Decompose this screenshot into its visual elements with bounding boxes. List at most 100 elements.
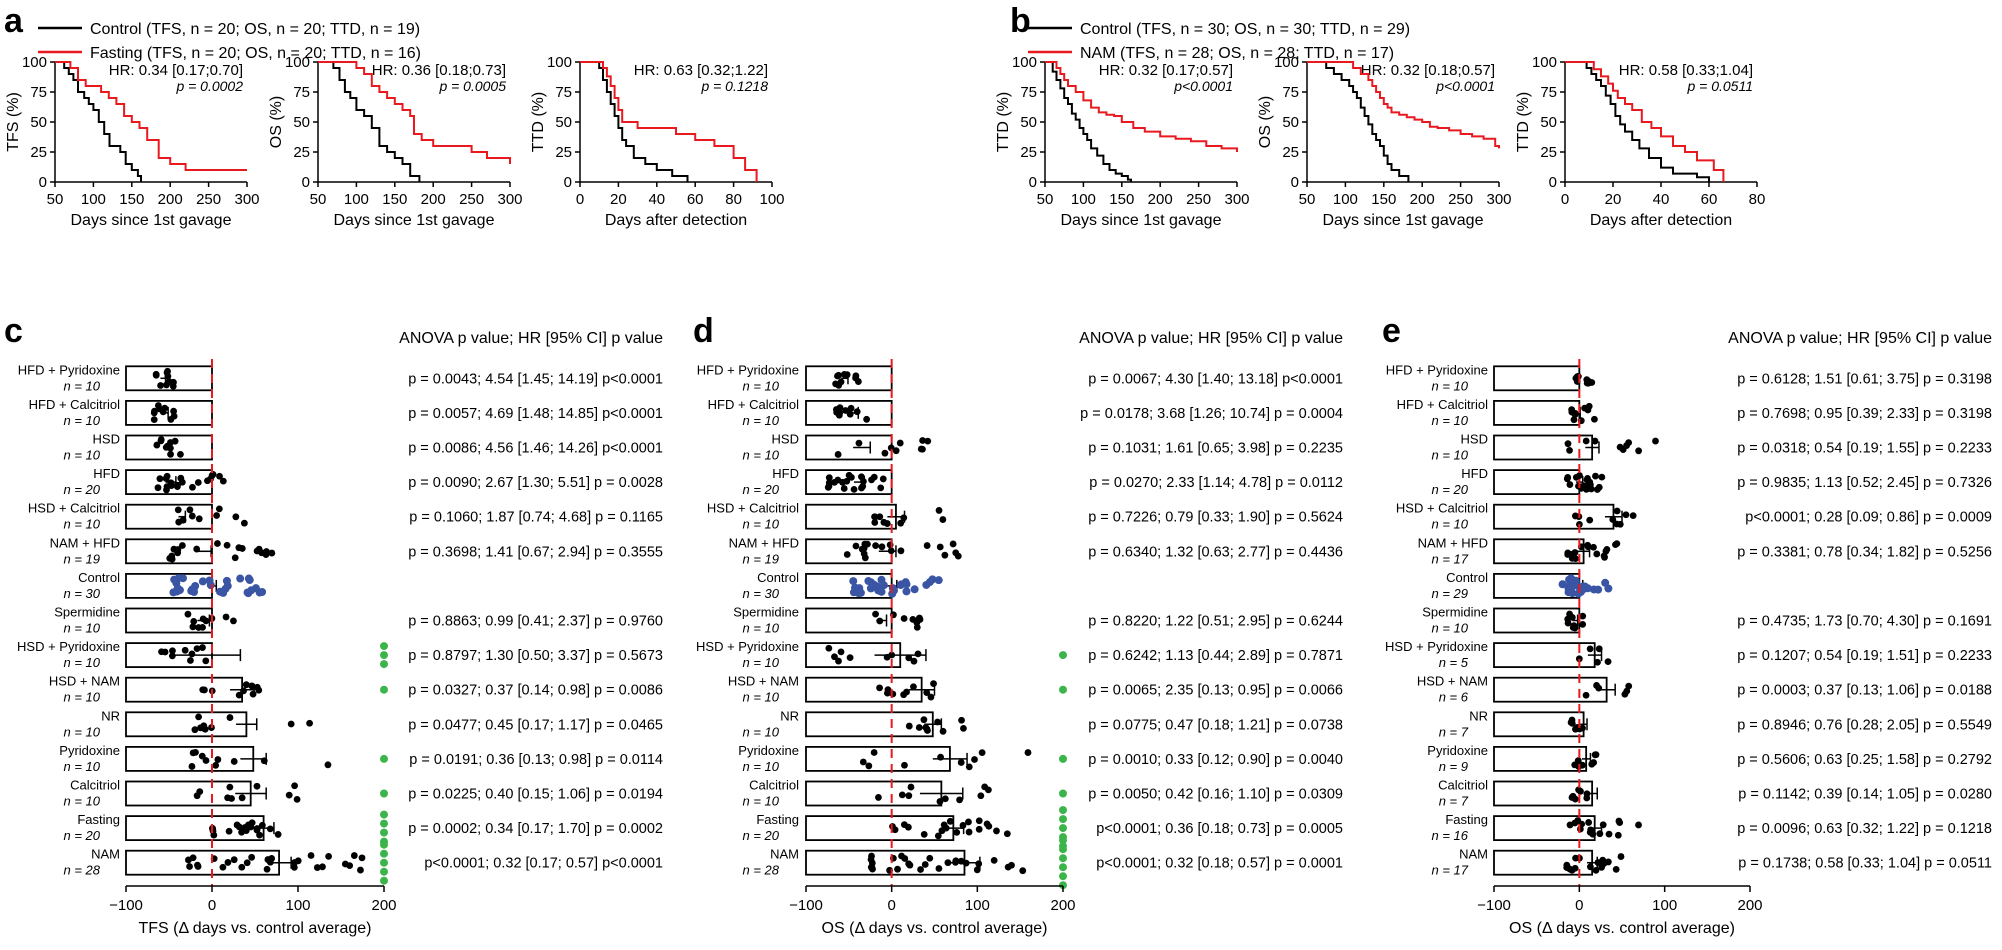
- data-point: [240, 519, 248, 527]
- outlier-point: [380, 876, 388, 885]
- outlier-point: [1059, 836, 1067, 845]
- x-tick-label: 100: [965, 897, 990, 914]
- data-point: [888, 584, 897, 593]
- group-stats: p = 0.0010; 0.33 [0.12; 0.90] p = 0.0040: [1088, 752, 1343, 768]
- data-point: [357, 866, 364, 874]
- data-point: [905, 654, 913, 662]
- group-stats: p = 0.0043; 4.54 [1.45; 14.19] p<0.0001: [408, 371, 663, 387]
- data-point: [206, 581, 215, 590]
- x-tick-label: 200: [371, 897, 396, 914]
- group-stats: p = 0.0065; 2.35 [0.13; 0.95] p = 0.0066: [1088, 683, 1343, 699]
- data-point: [1576, 825, 1584, 833]
- group-stats: p = 0.0270; 2.33 [1.14; 4.78] p = 0.0112: [1089, 475, 1343, 491]
- data-point: [877, 484, 885, 492]
- data-point: [222, 613, 230, 621]
- data-point: [350, 852, 358, 859]
- data-point: [887, 547, 895, 555]
- x-tick-label: 50: [47, 191, 64, 208]
- stats-header: ANOVA p value; HR [95% CI] p value: [1728, 330, 1992, 347]
- data-point: [896, 439, 904, 447]
- data-point: [1584, 541, 1592, 549]
- outlier-point: [380, 810, 388, 819]
- p-value-label: p<0.0001: [1173, 78, 1233, 94]
- data-point: [243, 588, 252, 597]
- group-label: HFD + Calcitriol: [29, 397, 120, 412]
- data-point: [226, 783, 234, 791]
- x-tick-label: 100: [1333, 191, 1358, 208]
- group-stats: p = 0.1738; 0.58 [0.33; 1.04] p = 0.0511: [1738, 856, 1992, 872]
- km-curve-control: [1307, 61, 1410, 182]
- group-stats: p = 0.0327; 0.37 [0.14; 0.98] p = 0.0086: [408, 683, 663, 699]
- data-point: [1564, 440, 1572, 448]
- group-bar: [805, 711, 934, 738]
- group-n-label: n = 28: [63, 863, 100, 878]
- data-point: [944, 859, 952, 867]
- data-point: [1600, 552, 1608, 560]
- data-point: [934, 718, 941, 726]
- group-stats: p = 0.4735; 1.73 [0.70; 4.30] p = 0.1691: [1737, 614, 1992, 630]
- group-label: HSD + Pyridoxine: [17, 639, 120, 654]
- data-point: [842, 407, 850, 414]
- data-point: [849, 577, 858, 586]
- data-point: [171, 437, 179, 445]
- data-point: [1566, 446, 1573, 454]
- data-point: [905, 722, 913, 730]
- outlier-point: [1059, 754, 1067, 763]
- data-point: [860, 477, 867, 485]
- group-label: HSD + Calcitriol: [28, 501, 120, 516]
- y-tick-label: 50: [1540, 114, 1557, 131]
- data-point: [864, 576, 873, 585]
- data-point: [1616, 520, 1624, 528]
- data-point: [248, 853, 256, 861]
- data-point: [198, 752, 206, 760]
- group-n-label: n = 10: [742, 655, 779, 670]
- outlier-point: [1059, 881, 1067, 890]
- data-point: [852, 542, 860, 550]
- outlier-point: [1059, 845, 1067, 854]
- data-point: [244, 574, 253, 583]
- data-point: [934, 576, 943, 585]
- bar-plot-e: ANOVA p value; HR [95% CI] p value HFD + …: [1385, 330, 1992, 937]
- outlier-point: [380, 754, 388, 763]
- group-label: NAM + HFD: [729, 535, 799, 550]
- group-label: Fasting: [1445, 812, 1488, 827]
- group-bar: [1493, 849, 1594, 876]
- data-point: [195, 713, 202, 721]
- group-stats: p = 0.3698; 1.41 [0.67; 2.94] p = 0.3555: [408, 544, 663, 560]
- panel-letter-c: c: [4, 312, 23, 350]
- data-point: [874, 586, 883, 595]
- data-point: [290, 863, 298, 871]
- group-n-label: n = 10: [742, 690, 779, 705]
- group-n-label: n = 10: [63, 448, 100, 463]
- data-point: [235, 691, 243, 699]
- data-point: [952, 549, 960, 557]
- data-point: [253, 782, 261, 790]
- data-point: [937, 753, 944, 761]
- data-point: [1586, 863, 1594, 871]
- y-tick-label: 25: [293, 144, 310, 161]
- group-n-label: n = 19: [63, 551, 100, 566]
- data-point: [914, 650, 922, 658]
- data-point: [238, 545, 246, 552]
- data-point: [946, 817, 954, 825]
- group-stats: p = 0.7698; 0.95 [0.39; 2.33] p = 0.3198: [1737, 406, 1992, 422]
- data-point: [860, 550, 868, 558]
- x-tick-label: 0: [1561, 191, 1569, 208]
- data-point: [1586, 516, 1594, 524]
- data-point: [1570, 623, 1578, 631]
- y-tick-label: 50: [555, 114, 572, 131]
- data-point: [1586, 645, 1594, 653]
- group-stats: p = 0.6340; 1.32 [0.63; 2.77] p = 0.4436: [1088, 544, 1343, 560]
- data-point: [1583, 476, 1591, 484]
- data-point: [189, 854, 197, 862]
- group-n-label: n = 20: [742, 482, 779, 497]
- data-point: [157, 437, 165, 445]
- data-point: [888, 651, 896, 659]
- data-point: [978, 749, 986, 757]
- data-point: [949, 540, 957, 548]
- y-tick-label: 0: [39, 174, 47, 191]
- data-point: [293, 795, 301, 803]
- data-point: [1605, 830, 1613, 838]
